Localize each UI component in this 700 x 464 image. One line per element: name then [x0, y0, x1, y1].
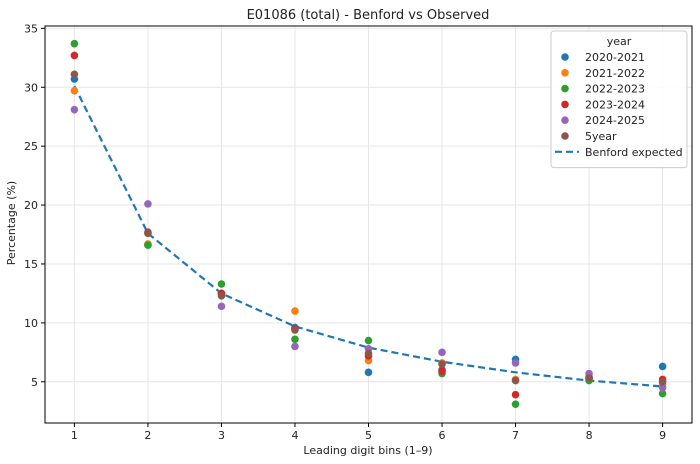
axis-ticks: 1 2 3 4 5 6 7 8 9 5 10 15 20 25 30 35: [24, 22, 666, 442]
legend-marker: [561, 100, 569, 109]
x-tick-label: 4: [291, 429, 298, 442]
legend-label: 2023-2024: [585, 98, 645, 111]
data-point: [70, 105, 79, 114]
legend-marker: [561, 84, 569, 93]
data-point: [291, 307, 299, 315]
legend-box: [550, 30, 688, 169]
x-tick-label: 5: [365, 429, 372, 442]
y-tick-label: 10: [24, 317, 38, 330]
x-tick-label: 8: [586, 429, 593, 442]
data-point: [511, 390, 520, 399]
legend-marker: [561, 116, 569, 124]
data-point: [658, 383, 667, 392]
y-tick-label: 25: [24, 140, 38, 153]
x-tick-label: 3: [218, 429, 225, 442]
legend-marker: [561, 53, 569, 61]
x-tick-label: 1: [71, 429, 78, 442]
data-point: [511, 359, 520, 367]
data-point: [291, 342, 299, 351]
data-point: [217, 302, 226, 311]
data-point: [144, 241, 152, 249]
data-point: [291, 335, 299, 344]
series-2024-2025: [70, 105, 667, 392]
x-tick-label: 6: [439, 429, 446, 442]
data-point: [364, 368, 373, 377]
y-tick-label: 30: [24, 81, 38, 94]
data-point: [70, 86, 79, 95]
data-point: [70, 39, 79, 48]
data-point: [511, 376, 520, 385]
x-axis-label: Leading digit bins (1–9): [303, 444, 432, 457]
data-point: [217, 291, 226, 300]
data-point: [438, 360, 446, 368]
data-point: [144, 200, 152, 208]
data-point: [658, 389, 667, 398]
data-point: [511, 400, 520, 408]
data-points: [70, 39, 667, 408]
data-point: [144, 229, 152, 238]
data-point: [658, 377, 667, 386]
data-point: [364, 336, 373, 345]
data-point: [70, 51, 79, 60]
data-point: [70, 70, 79, 79]
data-point: [291, 326, 299, 334]
y-tick-label: 5: [31, 376, 38, 389]
legend-label: 2022-2023: [585, 83, 645, 96]
data-point: [364, 349, 373, 358]
y-tick-label: 15: [24, 258, 38, 271]
x-tick-label: 7: [512, 429, 519, 442]
legend-label: 2020-2021: [585, 51, 645, 64]
chart-title: E01086 (total) - Benford vs Observed: [247, 8, 490, 23]
legend-label: 2024-2025: [585, 114, 645, 127]
x-tick-label: 2: [144, 429, 151, 442]
series-5year: [70, 70, 667, 386]
legend-marker: [561, 69, 569, 77]
legend-title: year: [607, 35, 632, 48]
x-tick-label: 9: [659, 429, 666, 442]
data-point: [585, 374, 593, 383]
legend-marker: [561, 132, 569, 140]
y-axis-label: Percentage (%): [5, 181, 18, 265]
legend-label: 2021-2022: [585, 67, 645, 80]
plot-area-frame: [44, 25, 693, 424]
data-point: [438, 348, 446, 357]
y-tick-label: 20: [24, 199, 38, 212]
y-tick-label: 35: [24, 22, 38, 35]
data-point: [217, 280, 226, 288]
data-point: [658, 362, 667, 371]
legend: year 2020-2021 2021-2022 2022-2023 2023-2024…: [550, 30, 688, 169]
data-point: [438, 367, 446, 375]
legend-label: 5year: [585, 130, 617, 143]
legend-label: Benford expected: [585, 146, 683, 159]
